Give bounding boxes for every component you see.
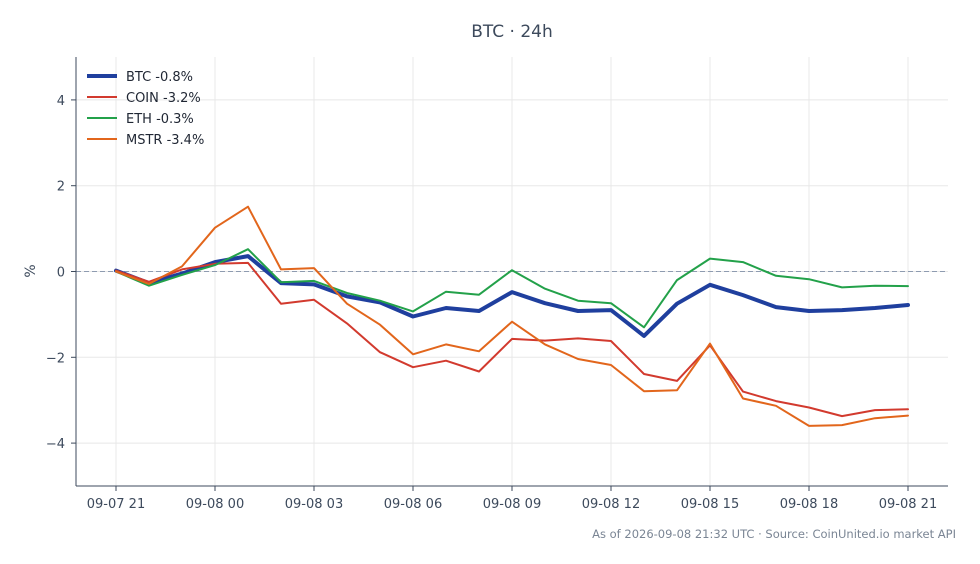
y-tick-label-2: 0	[57, 266, 65, 281]
y-tick-label-3: −2	[46, 351, 65, 366]
y-axis-label: %	[23, 264, 39, 277]
x-tick-label-7: 09-08 18	[780, 497, 838, 512]
x-axis-ticks: 09-07 21 09-08 00 09-08 03 09-08 06 09-08 09…	[87, 486, 937, 512]
legend-label-2: ETH -0.3%	[126, 112, 194, 127]
y-tick-label-1: 2	[57, 180, 65, 195]
y-axis-ticks: 4 2 0 −2 −4	[46, 94, 76, 452]
y-tick-label-0: 4	[57, 94, 65, 109]
x-tick-label-0: 09-07 21	[87, 497, 145, 512]
series-line-0	[114, 254, 910, 338]
legend-label-3: MSTR -3.4%	[126, 133, 204, 148]
series-group	[114, 205, 910, 427]
y-tick-label-4: −4	[46, 437, 65, 452]
legend: BTC -0.8% COIN -3.2% ETH -0.3% MSTR -3.4%	[87, 70, 204, 148]
x-tick-label-4: 09-08 09	[483, 497, 541, 512]
x-tick-label-3: 09-08 06	[384, 497, 442, 512]
x-tick-label-2: 09-08 03	[285, 497, 343, 512]
legend-label-0: BTC -0.8%	[126, 70, 193, 85]
chart-title: BTC · 24h	[471, 22, 553, 42]
series-line-2	[115, 248, 909, 329]
x-tick-label-1: 09-08 00	[186, 497, 244, 512]
series-line-1	[115, 261, 909, 418]
x-tick-label-8: 09-08 21	[879, 497, 937, 512]
x-tick-label-6: 09-08 15	[681, 497, 739, 512]
legend-label-1: COIN -3.2%	[126, 91, 201, 106]
x-tick-label-5: 09-08 12	[582, 497, 640, 512]
series-line-3	[115, 205, 909, 427]
source-footer: As of 2026-09-08 21:32 UTC · Source: Coi…	[592, 527, 956, 541]
